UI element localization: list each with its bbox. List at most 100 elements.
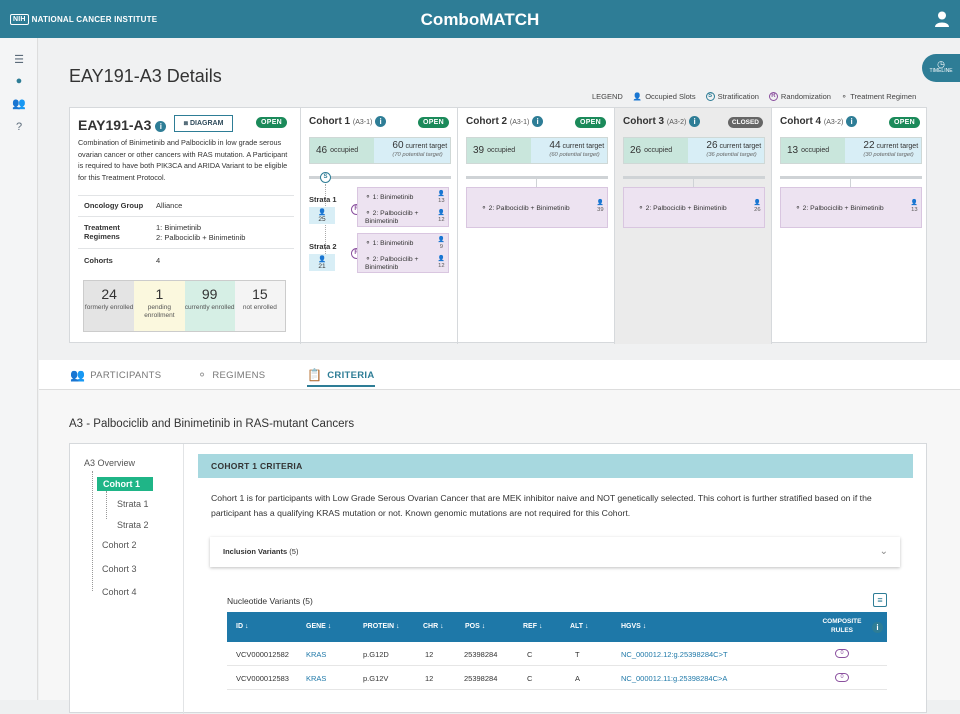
trial-description: Combination of Binimetinib and Palbocicl… <box>78 138 288 182</box>
list-view-icon[interactable]: ≡ <box>873 593 887 607</box>
flow-track <box>780 176 922 179</box>
occupied-label: occupied <box>487 147 516 154</box>
col-gene[interactable]: GENE ↓ <box>306 623 332 630</box>
diagram-button[interactable]: ⧈ DIAGRAM <box>174 115 233 132</box>
nav-cohort-3[interactable]: Cohort 3 <box>102 564 137 574</box>
strata-name: Strata 2 <box>309 242 337 251</box>
timeline-button[interactable]: ◷ TIMELINE <box>922 54 960 82</box>
users-icon[interactable]: 👥 <box>12 98 26 110</box>
stratification-icon: S <box>320 172 331 183</box>
info-icon[interactable]: i <box>689 116 701 127</box>
regimen-count-value: 12 <box>438 217 445 223</box>
nav-cohort-4[interactable]: Cohort 4 <box>102 587 137 597</box>
nav-overview[interactable]: A3 Overview <box>84 458 136 468</box>
tab-regimens[interactable]: ⚬ REGIMENS <box>197 368 265 382</box>
regimens-label: Treatment Regimens <box>84 223 120 241</box>
target-label: current target <box>719 143 762 150</box>
regimen-row[interactable]: ⚬ 2: Palbociclib + Binimetinib <box>365 210 435 226</box>
trial-id-row: EAY191-A3 i <box>78 117 167 133</box>
composite-rule-icon[interactable]: 0 <box>835 673 849 682</box>
info-icon[interactable]: i <box>532 116 544 127</box>
cell-hgvs[interactable]: NC_000012.11:g.25398284C>A <box>621 674 728 683</box>
user-icon[interactable] <box>935 11 949 27</box>
nav-strata-2[interactable]: Strata 2 <box>117 520 149 530</box>
trial-status-badge: OPEN <box>256 117 288 128</box>
strata-count-value: 21 <box>318 263 326 270</box>
cohort-title: Cohort 1 (A3-1) i <box>309 116 387 128</box>
oncology-value: Alliance <box>156 201 183 210</box>
col-chr[interactable]: CHR ↓ <box>423 623 444 630</box>
col-alt[interactable]: ALT ↓ <box>570 623 589 630</box>
cohort-1-column[interactable]: Cohort 1 (A3-1) i OPEN 46 occupied 60 curr… <box>301 108 458 344</box>
inclusion-variants-accordion[interactable]: Inclusion Variants (5) ⌄ <box>210 537 900 567</box>
strata-2[interactable]: Strata 2 👤 21 <box>309 242 337 271</box>
cohort-3-column[interactable]: Cohort 3 (A3-2) i CLOSED 26 occupied 26 cu… <box>615 108 772 344</box>
cell-chr: 12 <box>425 650 434 659</box>
checklist-icon[interactable]: ☰ <box>14 54 24 66</box>
col-hgvs[interactable]: HGVS ↓ <box>621 623 647 630</box>
occupied-value: 39 <box>473 145 485 156</box>
flow-track <box>309 176 451 179</box>
regimen-row[interactable]: ⚬ 1: Binimetinib <box>365 193 413 201</box>
cohort-name: Cohort 1 <box>309 116 351 128</box>
cell-protein: p.G12D <box>363 650 389 659</box>
regimen-count: 👤 12 <box>437 210 445 223</box>
col-composite[interactable]: COMPOSITE RULES <box>822 618 862 634</box>
col-pos[interactable]: POS ↓ <box>465 623 486 630</box>
cell-hgvs[interactable]: NC_000012.12:g.25398284C>T <box>621 650 728 659</box>
regimen-label: 2: Palbociclib + Binimetinib <box>645 205 727 212</box>
nav-cohort-1[interactable]: Cohort 1 <box>97 477 153 491</box>
stat-label: currently enrolled <box>184 304 235 311</box>
info-icon[interactable]: i <box>375 116 387 127</box>
occupied-label: occupied <box>644 147 673 154</box>
tab-criteria[interactable]: 📋 CRITERIA <box>307 368 375 387</box>
table-row[interactable]: VCV000012583 KRAS p.G12V 12 25398284 C A… <box>227 666 887 690</box>
target-label: current target <box>562 143 605 150</box>
cell-gene[interactable]: KRAS <box>306 674 327 683</box>
regimen-count-value: 26 <box>754 207 761 213</box>
occupied-cell: 13 occupied <box>781 138 846 163</box>
potential-target: (30 potential target) <box>863 152 914 158</box>
divider <box>78 248 294 249</box>
composite-rule-icon[interactable]: 0 <box>835 649 849 658</box>
cohort-title: Cohort 4 (A3-2) i <box>780 116 858 127</box>
cohort-regimen-box[interactable]: ⚬ 2: Palbociclib + Binimetinib 👤 13 <box>780 187 922 228</box>
info-icon[interactable]: i <box>846 116 858 127</box>
regimen-row[interactable]: ⚬ 1: Binimetinib <box>365 239 413 247</box>
col-ref[interactable]: REF ↓ <box>523 623 543 630</box>
cohort-4-column[interactable]: Cohort 4 (A3-2) i OPEN 13 occupied 22 curr… <box>772 108 928 344</box>
help-icon[interactable]: ? <box>15 121 23 133</box>
pills-icon[interactable]: ● <box>15 75 23 87</box>
pills-icon: ⚬ <box>795 205 803 212</box>
cell-ref: C <box>527 674 533 683</box>
regimen-count: 👤 13 <box>910 200 918 213</box>
nav-strata-1[interactable]: Strata 1 <box>117 499 149 509</box>
nih-logo[interactable]: NIH NATIONAL CANCER INSTITUTE <box>10 13 157 25</box>
col-protein[interactable]: PROTEIN ↓ <box>363 623 400 630</box>
target-value: 22 <box>863 140 875 151</box>
tab-participants[interactable]: 👥 PARTICIPANTS <box>70 368 161 382</box>
cell-pos: 25398284 <box>464 650 498 659</box>
info-icon[interactable]: i <box>155 120 167 132</box>
trial-summary-panel: EAY191-A3 i ⧈ DIAGRAM OPEN Combination o… <box>69 107 928 344</box>
status-badge: OPEN <box>888 117 920 128</box>
cohort-sub: (A3-2) <box>666 119 687 127</box>
strata-1[interactable]: Strata 1 👤 25 <box>309 195 337 224</box>
cell-ref: C <box>527 650 533 659</box>
col-id[interactable]: ID ↓ <box>236 623 249 630</box>
cohort-regimen-box[interactable]: ⚬ 2: Palbociclib + Binimetinib 👤 39 <box>466 187 608 228</box>
regimen-row[interactable]: ⚬ 2: Palbociclib + Binimetinib <box>365 256 435 272</box>
occupied-label: occupied <box>801 147 830 154</box>
criteria-nav: A3 Overview Cohort 1 Strata 1 Strata 2 C… <box>70 444 184 714</box>
cohort-criteria-description: Cohort 1 is for participants with Low Gr… <box>211 493 872 518</box>
info-icon[interactable]: i <box>872 622 883 633</box>
cohort-2-column[interactable]: Cohort 2 (A3-1) i OPEN 39 occupied 44 curr… <box>458 108 615 344</box>
cohort-title: Cohort 2 (A3-1) i <box>466 116 544 127</box>
cohort-regimen-box[interactable]: ⚬ 2: Palbociclib + Binimetinib 👤 26 <box>623 187 765 228</box>
table-row[interactable]: VCV000012582 KRAS p.G12D 12 25398284 C T… <box>227 642 887 666</box>
nav-cohort-2[interactable]: Cohort 2 <box>102 540 137 550</box>
regimen-count-value: 39 <box>597 207 604 213</box>
potential-target: (36 potential target) <box>706 152 757 158</box>
cell-id: VCV000012583 <box>236 674 289 683</box>
cell-gene[interactable]: KRAS <box>306 650 327 659</box>
